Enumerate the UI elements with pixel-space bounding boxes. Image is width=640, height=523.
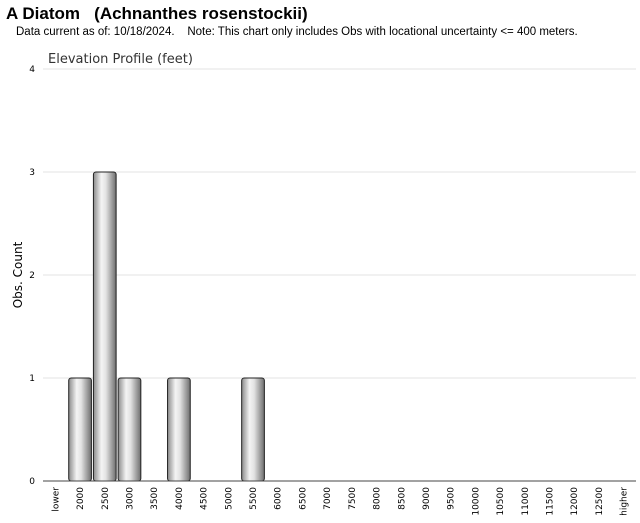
gridlines bbox=[43, 68, 636, 379]
y-tick-label: 4 bbox=[29, 65, 35, 75]
y-axis-title: Obs. Count bbox=[11, 241, 25, 308]
x-tick-label: 5500 bbox=[249, 487, 259, 510]
x-tick-label: 4500 bbox=[200, 487, 210, 510]
x-tick-label: 6500 bbox=[298, 487, 308, 510]
x-tick-label: 8500 bbox=[397, 487, 407, 510]
y-tick-label: 0 bbox=[29, 477, 35, 487]
bar-3000 bbox=[117, 377, 142, 482]
x-tick-label: 7500 bbox=[348, 487, 358, 510]
bar-2500 bbox=[92, 171, 117, 482]
bar-4000 bbox=[167, 377, 191, 482]
y-tick-label: 1 bbox=[29, 374, 35, 384]
x-tick-label: 5000 bbox=[224, 487, 234, 510]
x-tick-label: 8000 bbox=[373, 487, 383, 510]
y-tick-label: 2 bbox=[29, 271, 35, 281]
bar-2000 bbox=[68, 377, 92, 482]
x-tick-label: 10000 bbox=[471, 487, 481, 516]
bar-5500 bbox=[241, 377, 265, 482]
x-tick-label: 4000 bbox=[175, 487, 185, 510]
x-tick-label: 12500 bbox=[595, 487, 605, 516]
y-tick-labels: 0 1 2 3 4 bbox=[29, 65, 35, 487]
x-tick-label: higher bbox=[620, 487, 630, 516]
page-subtitle: Data current as of: 10/18/2024. Note: Th… bbox=[16, 26, 578, 38]
x-tick-label: lower bbox=[51, 487, 61, 512]
x-tick-label: 11000 bbox=[521, 487, 531, 516]
x-tick-label: 2000 bbox=[76, 487, 86, 510]
x-tick-label: 10500 bbox=[496, 487, 506, 516]
page-title: A Diatom (Achnanthes rosenstockii) bbox=[6, 4, 308, 23]
x-tick-label: 9500 bbox=[447, 487, 457, 510]
y-tick-label: 3 bbox=[29, 168, 35, 178]
x-tick-label: 12000 bbox=[570, 487, 580, 516]
x-tick-label: 6000 bbox=[274, 487, 284, 510]
x-tick-label: 7000 bbox=[323, 487, 333, 510]
x-tick-label: 11500 bbox=[546, 487, 556, 516]
chart-title: Elevation Profile (feet) bbox=[48, 52, 193, 67]
bars bbox=[68, 171, 265, 482]
x-tick-label: 2500 bbox=[101, 487, 111, 510]
x-tick-label: 9000 bbox=[422, 487, 432, 510]
x-tick-label: 3000 bbox=[125, 487, 135, 510]
x-tick-label: 3500 bbox=[150, 487, 160, 510]
x-tick-labels: lower 2000 2500 3000 3500 4000 4500 5000 5500 600… bbox=[51, 487, 629, 516]
